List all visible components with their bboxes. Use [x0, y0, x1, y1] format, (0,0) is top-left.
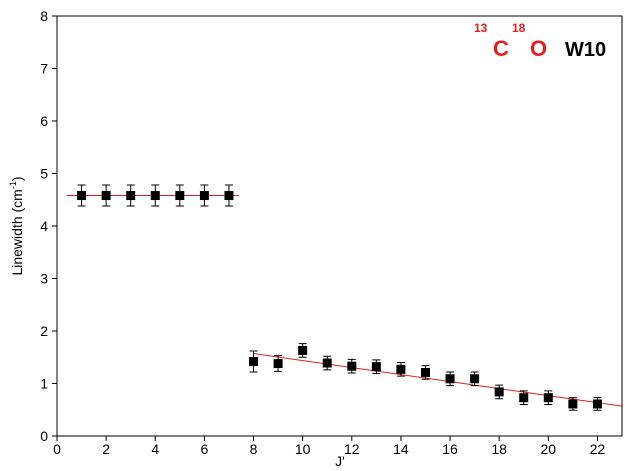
x-tick-label: 10	[295, 441, 311, 457]
data-point	[77, 191, 87, 201]
x-tick-label: 2	[102, 441, 110, 457]
data-point	[519, 393, 529, 403]
x-tick-label: 12	[344, 441, 360, 457]
data-point	[420, 367, 430, 377]
annotation-tag: W10	[565, 39, 606, 61]
x-tick-label: 0	[53, 441, 61, 457]
annotation: 13 C 18 O W10	[474, 21, 606, 61]
data-point	[568, 399, 578, 409]
data-point	[347, 361, 357, 371]
fit-line	[253, 353, 623, 407]
data-point	[175, 191, 185, 201]
y-label-main: Linewidth (cm	[9, 189, 25, 275]
data-point	[249, 356, 259, 366]
data-point	[224, 191, 234, 201]
annotation-atom: O	[530, 36, 547, 61]
data-point	[445, 374, 455, 384]
y-tick-label: 3	[40, 271, 48, 287]
data-point	[470, 374, 480, 384]
data-point	[494, 387, 504, 397]
data-point	[199, 191, 209, 201]
data-point	[101, 191, 111, 201]
x-tick-label: 8	[250, 441, 258, 457]
y-tick-label: 6	[40, 113, 48, 129]
y-axis-label: Linewidth (cm-1)	[8, 176, 25, 275]
y-label-end: )	[9, 176, 25, 181]
data-point	[126, 191, 136, 201]
y-tick-label: 0	[40, 428, 48, 444]
data-point	[298, 345, 308, 355]
x-tick-label: 4	[151, 441, 159, 457]
data-point	[543, 393, 553, 403]
y-tick-label: 7	[40, 61, 48, 77]
y-label-sup: -1	[8, 181, 18, 189]
x-tick-label: 22	[590, 441, 606, 457]
y-tick-label: 2	[40, 323, 48, 339]
x-tick-label: 14	[393, 441, 409, 457]
annotation-mass: 13	[474, 21, 488, 35]
x-tick-label: 18	[491, 441, 507, 457]
x-axis-label: J'	[335, 453, 345, 469]
y-tick-label: 8	[40, 8, 48, 24]
x-tick-label: 6	[200, 441, 208, 457]
plot-frame	[56, 15, 623, 437]
x-tick-label: 20	[541, 441, 557, 457]
data-point	[396, 364, 406, 374]
data-point	[150, 191, 160, 201]
data-point	[273, 359, 283, 369]
annotation-mass: 18	[512, 21, 526, 35]
x-tick-label: 16	[442, 441, 458, 457]
data-point	[371, 362, 381, 372]
y-tick-label: 4	[40, 218, 48, 234]
annotation-atom: C	[493, 36, 509, 61]
y-tick-label: 1	[40, 376, 48, 392]
y-tick-label: 5	[40, 166, 48, 182]
data-point	[592, 399, 602, 409]
data-point	[322, 358, 332, 368]
